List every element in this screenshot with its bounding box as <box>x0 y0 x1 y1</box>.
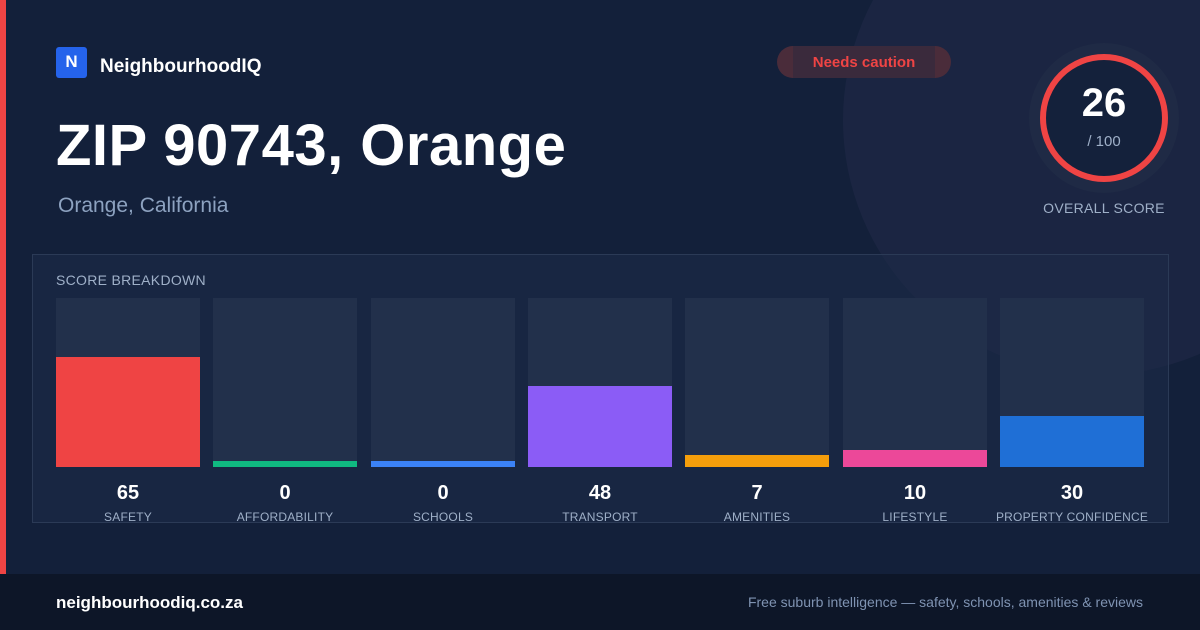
overall-score-max: / 100 <box>1087 133 1121 150</box>
bar-label: AMENITIES <box>723 510 791 524</box>
bar-fill <box>843 450 987 467</box>
bar-value: 0 <box>279 482 291 504</box>
bar-track <box>213 298 357 467</box>
bar-track <box>528 298 672 467</box>
bar-value: 0 <box>437 482 449 504</box>
bar-value: 30 <box>1060 482 1084 504</box>
bar-fill <box>528 386 672 467</box>
overall-score-value: 26 <box>1081 81 1127 125</box>
bar-label: LIFESTYLE <box>882 510 948 524</box>
bar-track <box>843 298 987 467</box>
bar-track <box>685 298 829 467</box>
bar-fill <box>685 455 829 467</box>
overall-score-ring: 26 / 100 <box>1029 43 1179 193</box>
bar-track <box>56 298 200 467</box>
bar-value: 48 <box>588 482 612 504</box>
bar-track <box>1000 298 1144 467</box>
bar-label: PROPERTY CONFIDENCE <box>995 510 1149 524</box>
bar-label: TRANSPORT <box>562 510 638 524</box>
score-breakdown-panel: SCORE BREAKDOWN 65 SAFETY 0 AFFORDABILITY 0 S… <box>32 254 1169 524</box>
bar-label: SAFETY <box>104 510 152 524</box>
bar-track <box>371 298 515 467</box>
bar-value: 10 <box>903 482 927 504</box>
score-ring-icon <box>1029 43 1179 193</box>
footer: neighbourhoodiq.co.za Free suburb intell… <box>0 574 1200 630</box>
status-badge: Needs caution <box>777 46 951 78</box>
footer-tagline: Free suburb intelligence — safety, schoo… <box>747 594 1143 610</box>
footer-domain: neighbourhoodiq.co.za <box>56 593 243 612</box>
accent-bar <box>0 0 6 574</box>
overall-score-label: OVERALL SCORE <box>1043 200 1165 216</box>
bar-fill <box>56 357 200 467</box>
bar-fill <box>371 461 515 467</box>
page-title: ZIP 90743, Orange <box>56 113 567 178</box>
location-subtitle: Orange, California <box>58 194 229 217</box>
breakdown-title: SCORE BREAKDOWN <box>56 272 206 288</box>
bar-fill <box>1000 416 1144 467</box>
bar-label: SCHOOLS <box>412 510 474 524</box>
bar-label: AFFORDABILITY <box>236 510 334 524</box>
brand-name: NeighbourhoodIQ <box>100 56 262 77</box>
brand-logo-icon: N <box>56 46 87 78</box>
bar-fill <box>213 461 357 467</box>
bar-value: 65 <box>116 482 140 504</box>
bar-value: 7 <box>751 482 763 504</box>
brand: N NeighbourhoodIQ <box>56 46 261 78</box>
